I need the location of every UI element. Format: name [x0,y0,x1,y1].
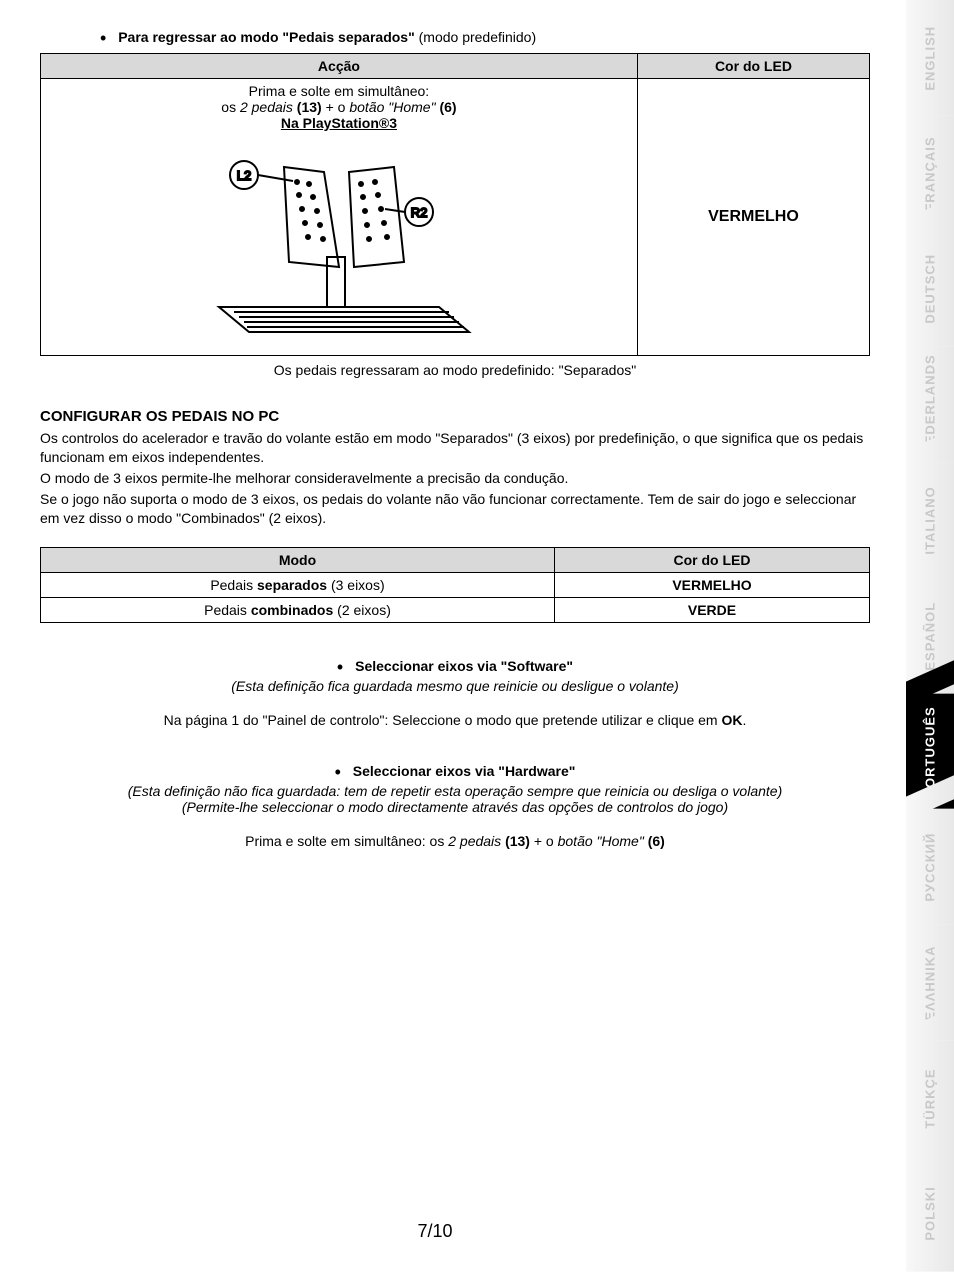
txt-bold: separados [257,577,327,593]
modo-table: Modo Cor do LED Pedais separados (3 eixo… [40,547,870,623]
modo-combinados-led: VERDE [554,598,869,623]
table-header-row: Modo Cor do LED [41,548,870,573]
paragraph-3: Se o jogo não suporta o modo de 3 eixos,… [40,490,870,528]
bullet-dot-icon: • [335,762,341,782]
txt-italic: 2 pedais [240,99,297,115]
table-row: Pedais separados (3 eixos) VERMELHO [41,573,870,598]
hardware-heading-line: • Seleccionar eixos via "Hardware" [40,762,870,783]
page-number: 7/10 [0,1221,870,1242]
txt-bold: OK [721,712,742,728]
section-heading-configurar: CONFIGURAR OS PEDAIS NO PC [40,408,870,425]
header-cor-led-2: Cor do LED [554,548,869,573]
txt-bold: VERMELHO [672,577,751,593]
txt: Na página 1 do "Painel de controlo": Sel… [164,712,722,728]
page: • Para regressar ao modo "Pedais separad… [0,0,954,1272]
txt: os [221,99,240,115]
txt-italic: botão "Home" [349,99,439,115]
txt-underline: Na PlayStation®3 [281,115,397,131]
txt: Prima e solte em simultâneo: os [245,833,448,849]
table-header-row: Acção Cor do LED [41,54,870,79]
modo-separados-cell: Pedais separados (3 eixos) [41,573,555,598]
svg-text:L2: L2 [237,168,251,183]
header-modo: Modo [41,548,555,573]
table-caption: Os pedais regressaram ao modo predefinid… [40,362,870,378]
bullet-dot-icon: • [100,28,106,48]
software-heading: Seleccionar eixos via "Software" [355,659,573,675]
svg-text:R2: R2 [411,205,428,220]
table-row: Pedais combinados (2 eixos) VERDE [41,598,870,623]
txt-italic: 2 pedais [448,833,505,849]
hardware-italic-2: (Permite-lhe seleccionar o modo directam… [40,799,870,815]
paragraph-1: Os controlos do acelerador e travão do v… [40,429,870,467]
bullet-heading-separados: • Para regressar ao modo "Pedais separad… [100,28,870,49]
led-color-cell: VERMELHO [637,79,869,356]
action-line1: Prima e solte em simultâneo: [49,83,629,99]
pedal-diagram-icon: L2 R2 [189,137,489,347]
language-tab-polski[interactable]: POLSKI [906,1156,954,1272]
bullet-heading-bold: Para regressar ao modo "Pedais separados… [118,29,418,45]
paragraph-2: O modo de 3 eixos permite-lhe melhorar c… [40,469,870,488]
txt-bold: (13) [505,833,530,849]
txt-bold: (6) [648,833,665,849]
txt-bold: combinados [251,602,333,618]
txt: Pedais [204,602,251,618]
txt: Pedais [210,577,257,593]
action-line2: os 2 pedais (13) + o botão "Home" (6) [49,99,629,115]
header-accao: Acção [41,54,638,79]
modo-combinados-cell: Pedais combinados (2 eixos) [41,598,555,623]
header-cor-led: Cor do LED [637,54,869,79]
txt: + o [530,833,558,849]
hardware-italic-1: (Esta definição não fica guardada: tem d… [40,783,870,799]
bullet-dot-icon: • [337,657,343,677]
language-tabs: ENGLISHFRANÇAISDEUTSCHNEDERLANDSITALIANO… [906,0,954,1272]
software-italic: (Esta definição fica guardada mesmo que … [40,678,870,694]
action-cell: Prima e solte em simultâneo: os 2 pedais… [41,79,638,356]
hardware-instruction: Prima e solte em simultâneo: os 2 pedais… [40,833,870,849]
bullet-heading-suffix: (modo predefinido) [419,29,537,45]
txt: (3 eixos) [327,577,385,593]
hardware-block: • Seleccionar eixos via "Hardware" (Esta… [40,762,870,849]
txt: (2 eixos) [333,602,391,618]
hardware-heading: Seleccionar eixos via "Hardware" [353,764,576,780]
table-body-row: Prima e solte em simultâneo: os 2 pedais… [41,79,870,356]
software-block: • Seleccionar eixos via "Software" (Esta… [40,657,870,728]
txt-bold: (6) [439,99,456,115]
txt-bold: VERDE [688,602,736,618]
txt: + o [322,99,350,115]
action-table: Acção Cor do LED Prima e solte em simult… [40,53,870,356]
txt-bold: (13) [297,99,322,115]
txt-italic: botão "Home" [558,833,648,849]
action-line3: Na PlayStation®3 [49,115,629,131]
content-column: • Para regressar ao modo "Pedais separad… [40,28,870,849]
modo-separados-led: VERMELHO [554,573,869,598]
software-instruction: Na página 1 do "Painel de controlo": Sel… [40,712,870,728]
txt: . [742,712,746,728]
software-heading-line: • Seleccionar eixos via "Software" [40,657,870,678]
